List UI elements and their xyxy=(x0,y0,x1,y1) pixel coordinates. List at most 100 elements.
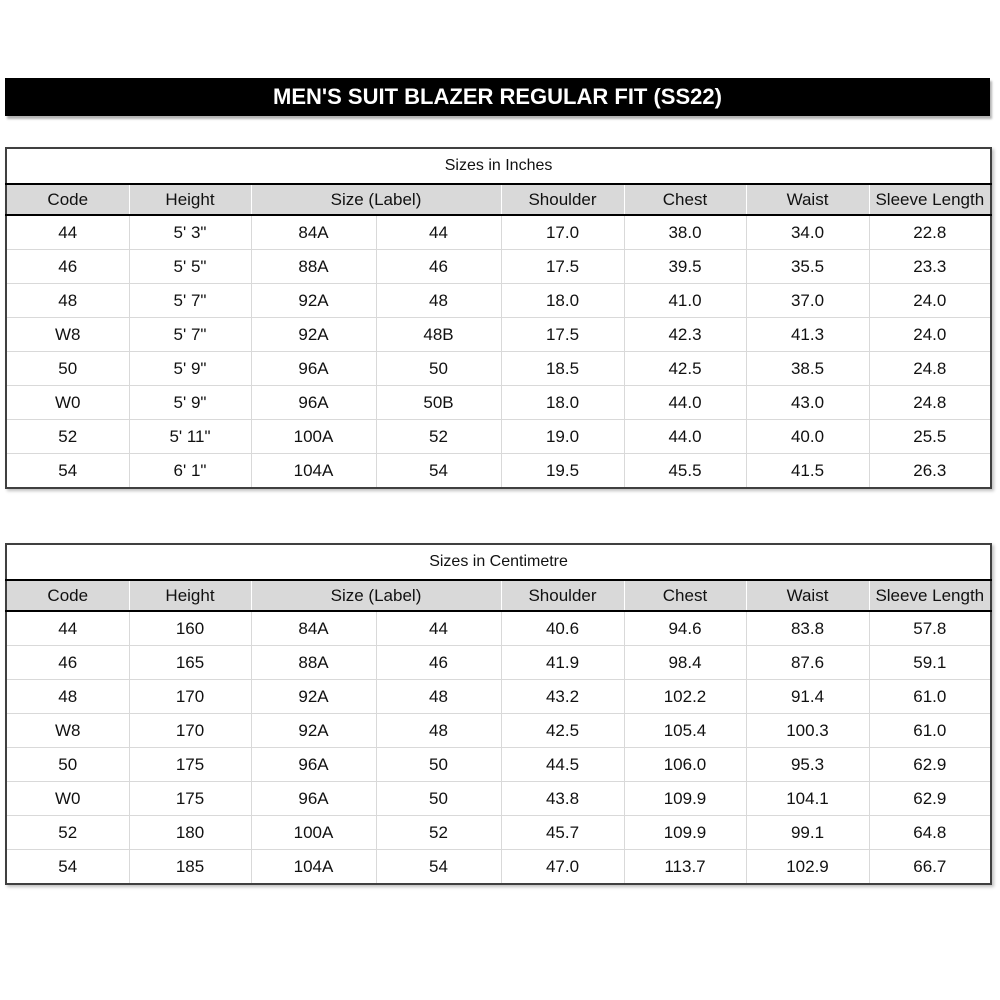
table-cell: 44.5 xyxy=(501,747,625,782)
table-cell: 64.8 xyxy=(869,815,992,850)
table-cell: 170 xyxy=(129,679,252,714)
table-cell: 47.0 xyxy=(501,849,625,884)
table-cell: 46 xyxy=(6,645,130,680)
table-cell: 100A xyxy=(251,815,377,850)
table-cell: 54 xyxy=(376,453,502,488)
table-cell: 105.4 xyxy=(624,713,747,748)
table-cell: 24.0 xyxy=(869,317,992,352)
table-cell: 99.1 xyxy=(746,815,870,850)
table-cell: 59.1 xyxy=(869,645,992,680)
table-cell: 92A xyxy=(251,713,377,748)
table-cell: 6' 1" xyxy=(129,453,252,488)
column-header: Size (Label) xyxy=(251,183,502,216)
table-cell: 83.8 xyxy=(746,611,870,646)
table-cell: 24.8 xyxy=(869,385,992,420)
table-cell: 48 xyxy=(6,283,130,318)
table-cell: 94.6 xyxy=(624,611,747,646)
table-cell: 46 xyxy=(376,249,502,284)
table-cell: 185 xyxy=(129,849,252,884)
table-row: 54 185 104A 54 47.0 113.7 102.9 66.7 xyxy=(6,849,991,884)
table-cell: 104A xyxy=(251,849,377,884)
table-cell: 5' 9" xyxy=(129,351,252,386)
table-header-row: Code Height Size (Label) Shoulder Chest Waist… xyxy=(6,183,992,216)
table-cell: 41.9 xyxy=(501,645,625,680)
table-cell: W8 xyxy=(6,317,130,352)
table-cell: 22.8 xyxy=(869,215,992,250)
table-cell: 44 xyxy=(376,611,502,646)
column-header: Chest xyxy=(624,183,747,216)
table-cell: 109.9 xyxy=(624,781,747,816)
table-cell: 34.0 xyxy=(746,215,870,250)
table-title: Sizes in Inches xyxy=(6,148,992,184)
table-row: W8 170 92A 48 42.5 105.4 100.3 61.0 xyxy=(6,713,992,748)
table-cell: 98.4 xyxy=(624,645,747,680)
table-row: 46 165 88A 46 41.9 98.4 87.6 59.1 xyxy=(6,645,992,680)
sizes-in-centimetre-section: Sizes in Centimetre Code Height Size (Labe… xyxy=(5,543,993,885)
sizes-in-inches-section: Sizes in Inches Code Height Size (Label) Sh… xyxy=(5,147,993,489)
table-cell: 62.9 xyxy=(869,781,992,816)
table-cell: 57.8 xyxy=(869,611,992,646)
table-cell: 5' 9" xyxy=(129,385,252,420)
table-cell: 61.0 xyxy=(869,679,992,714)
table-cell: 61.0 xyxy=(869,713,992,748)
table-cell: 50 xyxy=(376,747,502,782)
table-cell: 42.5 xyxy=(624,351,747,386)
table-cell: 24.8 xyxy=(869,351,992,386)
table-cell: 5' 5" xyxy=(129,249,252,284)
table-cell: 48 xyxy=(376,679,502,714)
table-cell: 43.8 xyxy=(501,781,625,816)
table-cell: 87.6 xyxy=(746,645,870,680)
table-row: W8 5' 7" 92A 48B 17.5 42.3 41.3 24.0 xyxy=(6,317,992,352)
table-cell: 165 xyxy=(129,645,252,680)
table-cell: 50 xyxy=(6,747,130,782)
table-cell: 50 xyxy=(6,351,130,386)
table-cell: W0 xyxy=(6,781,130,816)
table-cell: 91.4 xyxy=(746,679,870,714)
table-cell: 42.3 xyxy=(624,317,747,352)
table-cell: 54 xyxy=(376,849,502,884)
table-row: 54 6' 1" 104A 54 19.5 45.5 41.5 26.3 xyxy=(6,453,991,488)
table-cell: 92A xyxy=(251,679,377,714)
table-cell: 52 xyxy=(376,419,502,454)
table-cell: 45.7 xyxy=(501,815,625,850)
column-header: Size (Label) xyxy=(251,579,502,612)
table-cell: 180 xyxy=(129,815,252,850)
table-cell: 39.5 xyxy=(624,249,747,284)
table-cell: 84A xyxy=(251,611,377,646)
page-title: MEN'S SUIT BLAZER REGULAR FIT (SS22) xyxy=(273,84,722,109)
table-row: 48 5' 7" 92A 48 18.0 41.0 37.0 24.0 xyxy=(6,283,992,318)
table-cell: 17.5 xyxy=(501,317,625,352)
table-cell: 44 xyxy=(376,215,502,250)
sizes-in-inches-table: Sizes in Inches Code Height Size (Label) Sh… xyxy=(5,147,993,489)
table-cell: 48 xyxy=(376,283,502,318)
table-title-row: Sizes in Inches xyxy=(6,148,992,184)
table-cell: 41.5 xyxy=(746,453,870,488)
table-cell: 95.3 xyxy=(746,747,870,782)
table-cell: 44.0 xyxy=(624,385,747,420)
table-cell: 44.0 xyxy=(624,419,747,454)
table-cell: 88A xyxy=(251,645,377,680)
table-cell: 109.9 xyxy=(624,815,747,850)
table-cell: 102.9 xyxy=(746,849,870,884)
table-cell: 44 xyxy=(6,611,130,646)
table-cell: 54 xyxy=(6,453,130,488)
table-cell: 5' 7" xyxy=(129,283,252,318)
table-cell: 44 xyxy=(6,215,130,250)
table-cell: 26.3 xyxy=(913,460,947,480)
table-cell: 38.0 xyxy=(624,215,747,250)
table-cell: 45.5 xyxy=(624,453,747,488)
table-cell: 38.5 xyxy=(746,351,870,386)
table-cell: 19.0 xyxy=(501,419,625,454)
table-row: 50 175 96A 50 44.5 106.0 95.3 62.9 xyxy=(6,747,992,782)
table-cell: 52 xyxy=(6,815,130,850)
table-cell: 170 xyxy=(129,713,252,748)
table-cell: 42.5 xyxy=(501,713,625,748)
table-cell: 96A xyxy=(251,781,377,816)
table-cell: 96A xyxy=(251,385,377,420)
table-row: 50 5' 9" 96A 50 18.5 42.5 38.5 24.8 xyxy=(6,351,992,386)
column-header: Code xyxy=(6,579,130,612)
table-cell: W0 xyxy=(6,385,130,420)
table-cell: 50B xyxy=(376,385,502,420)
table-cell: 35.5 xyxy=(746,249,870,284)
table-row: 52 5' 11" 100A 52 19.0 44.0 40.0 25.5 xyxy=(6,419,992,454)
